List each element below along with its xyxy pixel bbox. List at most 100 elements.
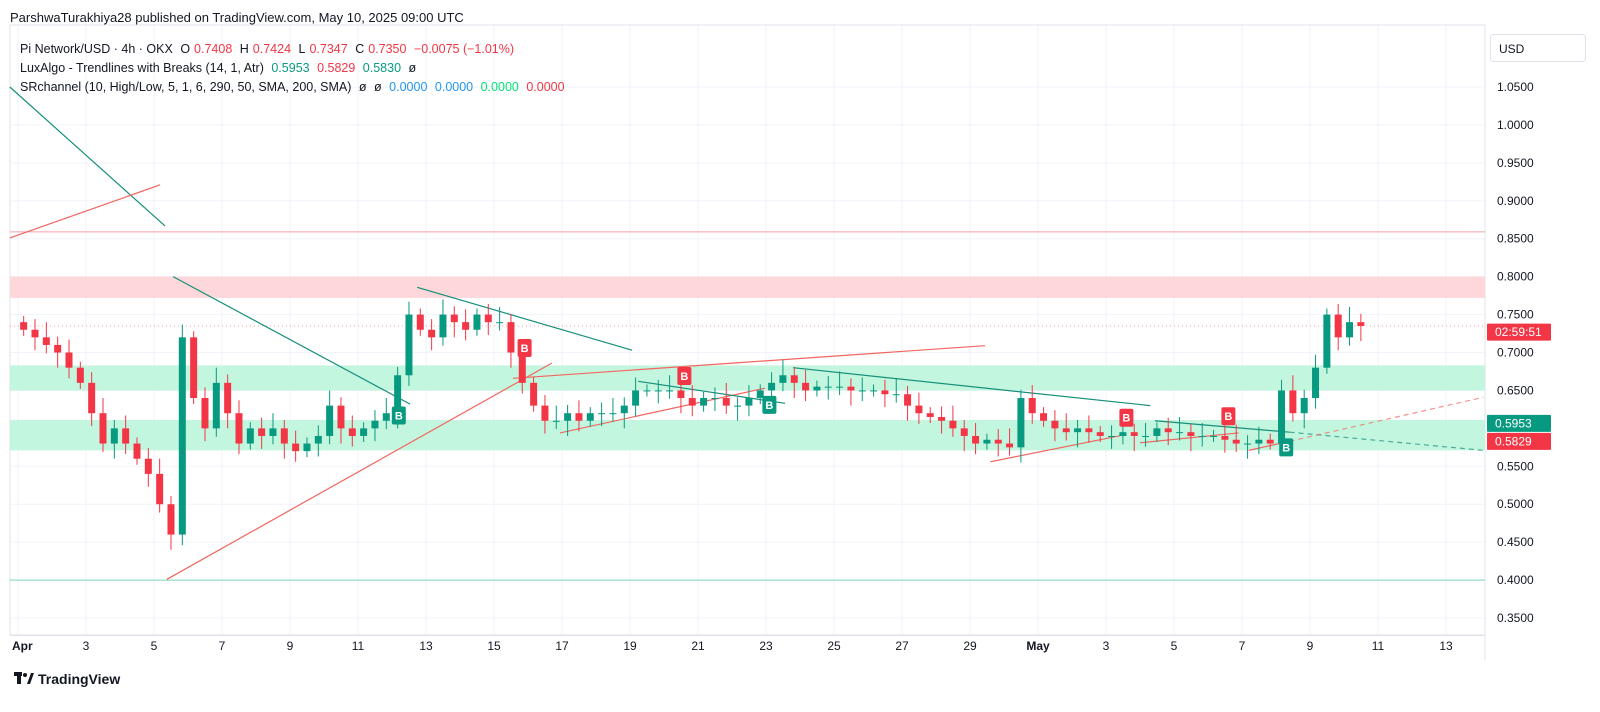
candle-body (1346, 322, 1354, 338)
candle (1028, 385, 1036, 424)
candle (530, 376, 538, 412)
candle (235, 400, 243, 455)
candle-body (620, 405, 628, 414)
candle-body (1051, 420, 1059, 429)
break-label-down: B (677, 367, 692, 386)
legend-indicator-srchannel[interactable]: SRchannel (10, High/Low, 5, 1, 6, 290, 5… (20, 78, 569, 97)
candle (280, 420, 288, 459)
candle-body (416, 314, 424, 330)
candle-body (960, 428, 968, 436)
x-tick-label: 5 (151, 639, 158, 653)
candle-body (212, 382, 220, 429)
candle (1085, 415, 1093, 443)
candle-body (768, 382, 776, 391)
candle (1198, 423, 1206, 447)
candle (178, 324, 186, 546)
sr-zone-support (10, 365, 1485, 391)
candle-body (1244, 443, 1252, 445)
candle (779, 360, 787, 392)
x-tick-label: 5 (1171, 639, 1178, 653)
candle (42, 322, 50, 354)
candle-body (303, 443, 311, 452)
break-label-text: B (521, 343, 529, 355)
candle-body (1278, 390, 1286, 444)
candle (156, 458, 164, 513)
candle-body (99, 413, 107, 444)
trendline-up (9, 184, 161, 239)
candle-body (813, 386, 821, 391)
break-label-up: B (1279, 438, 1294, 457)
candle-body (609, 413, 617, 415)
price-badge-text: 0.5953 (1495, 416, 1532, 430)
y-tick-label: 0.5000 (1497, 497, 1534, 511)
candle-body (76, 367, 84, 383)
break-label-box (762, 395, 777, 414)
break-label-text: B (1122, 413, 1130, 425)
candle-body (1028, 398, 1036, 414)
candle (688, 385, 696, 417)
x-tick-label: 27 (895, 639, 909, 653)
x-tick-label: 3 (1103, 639, 1110, 653)
x-tick-label: 3 (83, 639, 90, 653)
currency-button[interactable]: USD (1490, 34, 1586, 62)
y-tick-label: 0.9500 (1497, 156, 1534, 170)
candle-body (722, 398, 730, 406)
candle (1334, 303, 1342, 351)
brand-name: TradingView (38, 671, 121, 687)
candle (983, 433, 991, 450)
candle-body (575, 413, 583, 421)
candle (54, 336, 62, 368)
candle-body (439, 314, 447, 338)
y-tick-label: 0.6500 (1497, 383, 1534, 397)
break-label-text: B (765, 400, 773, 412)
candle-body (1164, 428, 1172, 433)
indicator-value: 0.0000 (526, 80, 565, 94)
candle (269, 413, 277, 445)
candle-body (292, 443, 300, 452)
candle-body (1312, 367, 1320, 399)
candle-body (1006, 443, 1014, 448)
candle (416, 308, 424, 336)
candle-body (949, 420, 957, 429)
indicator-value: 0.0000 (480, 80, 519, 94)
candle-body (541, 405, 549, 421)
candle (1051, 410, 1059, 442)
tradingview-logo[interactable]: TradingView (14, 671, 120, 687)
candle-body (20, 322, 28, 330)
candle (813, 380, 821, 397)
y-tick-label: 0.9000 (1497, 194, 1534, 208)
x-tick-label: May (1026, 639, 1050, 653)
x-tick-label: 11 (352, 639, 365, 653)
candle (190, 331, 198, 405)
candle-body (779, 375, 787, 383)
candle (1187, 423, 1195, 452)
legend-symbol-row[interactable]: Pi Network/USD · 4h · OKX O 0.7408 H 0.742… (20, 40, 569, 59)
candle-body (110, 428, 118, 444)
candle-body (802, 382, 810, 391)
candle (507, 313, 515, 368)
candle (246, 422, 254, 450)
candle-body (904, 394, 912, 406)
break-label-box (1221, 407, 1236, 426)
candle (541, 394, 549, 434)
candle-body (881, 390, 889, 395)
candle (564, 404, 572, 436)
legend-indicator-luxalgo[interactable]: LuxAlgo - Trendlines with Breaks (14, 1,… (20, 59, 569, 78)
x-tick-label: 7 (219, 639, 226, 653)
candle (167, 495, 175, 550)
candle (1142, 423, 1150, 447)
price-badge-down: 02:59:51 (1487, 323, 1551, 341)
chart-legend: Pi Network/USD · 4h · OKX O 0.7408 H 0.742… (20, 40, 569, 97)
candle-body (42, 337, 50, 345)
candle (654, 379, 662, 404)
break-label-box (1279, 438, 1294, 457)
y-tick-label: 1.0500 (1497, 80, 1534, 94)
candle (326, 390, 334, 445)
chart-frame (9, 24, 1486, 636)
candle-body (1300, 398, 1308, 414)
candle (1346, 306, 1354, 346)
candle (1096, 426, 1104, 443)
trendline-down (416, 286, 633, 351)
candle-body (382, 413, 390, 421)
